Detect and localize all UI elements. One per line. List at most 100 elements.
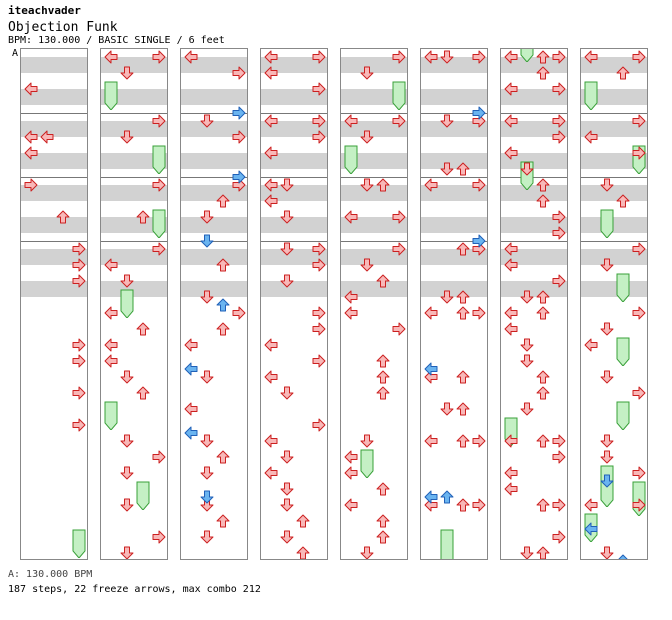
beat-band [181, 217, 247, 233]
freeze-body-icon [584, 81, 598, 111]
arrow-up-icon [376, 274, 390, 288]
chart-meta: BPM: 130.000 / BASIC SINGLE / 6 feet [8, 35, 225, 46]
beat-band [181, 281, 247, 297]
arrow-right-icon [552, 530, 566, 544]
arrow-left-icon [584, 130, 598, 144]
arrow-down-icon [520, 290, 534, 304]
chart-column [180, 48, 248, 560]
arrow-down-icon [120, 370, 134, 384]
arrow-left-icon [504, 50, 518, 64]
beat-band [261, 57, 327, 73]
arrow-right-icon [152, 50, 166, 64]
arrow-down-icon [120, 546, 134, 559]
measure-line [261, 177, 327, 178]
arrow-left-icon [344, 466, 358, 480]
arrow-left-icon [184, 402, 198, 416]
arrow-down-icon [600, 322, 614, 336]
arrow-down-icon [600, 370, 614, 384]
beat-band [261, 249, 327, 265]
arrow-right-icon [472, 306, 486, 320]
freeze-arrow [440, 529, 454, 559]
measure-line [261, 113, 327, 114]
beat-band [21, 121, 87, 137]
beat-band [501, 89, 567, 105]
arrow-right-icon [552, 274, 566, 288]
arrow-right-icon [552, 434, 566, 448]
arrow-left-icon [504, 146, 518, 160]
arrow-left-icon [264, 194, 278, 208]
arrow-down-icon [200, 370, 214, 384]
arrow-up-icon [536, 370, 550, 384]
freeze-arrow [616, 401, 630, 431]
arrow-down-icon [280, 178, 294, 192]
arrow-right-icon [472, 50, 486, 64]
measure-line [101, 177, 167, 178]
arrow-right-icon [312, 242, 326, 256]
chart-stats: 187 steps, 22 freeze arrows, max combo 2… [8, 584, 261, 595]
beat-band [421, 89, 487, 105]
arrow-right-icon [312, 322, 326, 336]
freeze-body-icon [616, 401, 630, 431]
arrow-up-icon [376, 178, 390, 192]
arrow-down-icon [600, 434, 614, 448]
freeze-body-icon [360, 449, 374, 479]
measure-line [181, 177, 247, 178]
arrow-left-icon [24, 130, 38, 144]
arrow-down-icon [520, 162, 534, 176]
arrow-left-icon [264, 466, 278, 480]
arrow-left-icon [104, 50, 118, 64]
arrow-right-icon [552, 498, 566, 512]
arrow-up-icon [456, 498, 470, 512]
freeze-arrow [520, 49, 534, 63]
arrow-right-icon [72, 258, 86, 272]
arrow-left-icon [184, 50, 198, 64]
arrow-left-icon [344, 306, 358, 320]
arrow-down-icon [120, 130, 134, 144]
arrow-left-icon [504, 434, 518, 448]
arrow-down-icon [200, 234, 214, 248]
arrow-right-icon [72, 274, 86, 288]
arrow-down-icon [360, 130, 374, 144]
arrow-down-icon [280, 482, 294, 496]
arrow-up-icon [376, 530, 390, 544]
beat-band [261, 217, 327, 233]
beat-band [581, 281, 647, 297]
arrow-right-icon [472, 434, 486, 448]
arrow-up-icon [136, 386, 150, 400]
freeze-arrow [616, 273, 630, 303]
arrow-down-icon [280, 386, 294, 400]
arrow-right-icon [552, 210, 566, 224]
arrow-left-icon [424, 434, 438, 448]
measure-line [21, 241, 87, 242]
arrow-right-icon [632, 50, 646, 64]
arrow-up-icon [616, 66, 630, 80]
arrow-left-icon [264, 434, 278, 448]
beat-band [21, 57, 87, 73]
arrow-right-icon [232, 130, 246, 144]
beat-band [101, 57, 167, 73]
freeze-arrow [616, 337, 630, 367]
arrow-down-icon [280, 274, 294, 288]
arrow-left-icon [424, 362, 438, 376]
freeze-body-icon [616, 273, 630, 303]
arrow-down-icon [200, 530, 214, 544]
arrow-down-icon [120, 434, 134, 448]
arrow-left-icon [504, 242, 518, 256]
arrow-up-icon [536, 178, 550, 192]
arrow-down-icon [280, 210, 294, 224]
author-name: iteachvader [8, 4, 81, 17]
beat-band [341, 217, 407, 233]
arrow-down-icon [440, 50, 454, 64]
arrow-right-icon [312, 50, 326, 64]
arrow-right-icon [152, 178, 166, 192]
arrow-right-icon [632, 242, 646, 256]
beat-band [421, 281, 487, 297]
arrow-down-icon [600, 546, 614, 559]
beat-band [181, 121, 247, 137]
beat-band [101, 249, 167, 265]
chart-column [260, 48, 328, 560]
arrow-up-icon [456, 306, 470, 320]
beat-band [581, 185, 647, 201]
beat-band [261, 121, 327, 137]
